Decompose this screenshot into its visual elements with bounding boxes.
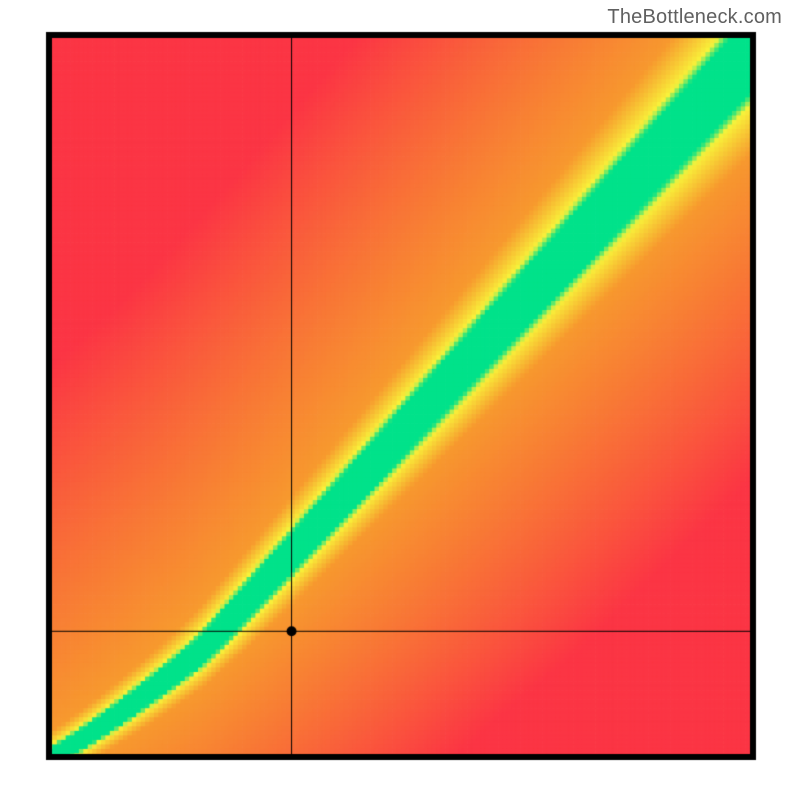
bottleneck-heatmap-canvas bbox=[0, 0, 800, 800]
watermark-text: TheBottleneck.com bbox=[607, 6, 782, 29]
chart-container: TheBottleneck.com bbox=[0, 0, 800, 800]
